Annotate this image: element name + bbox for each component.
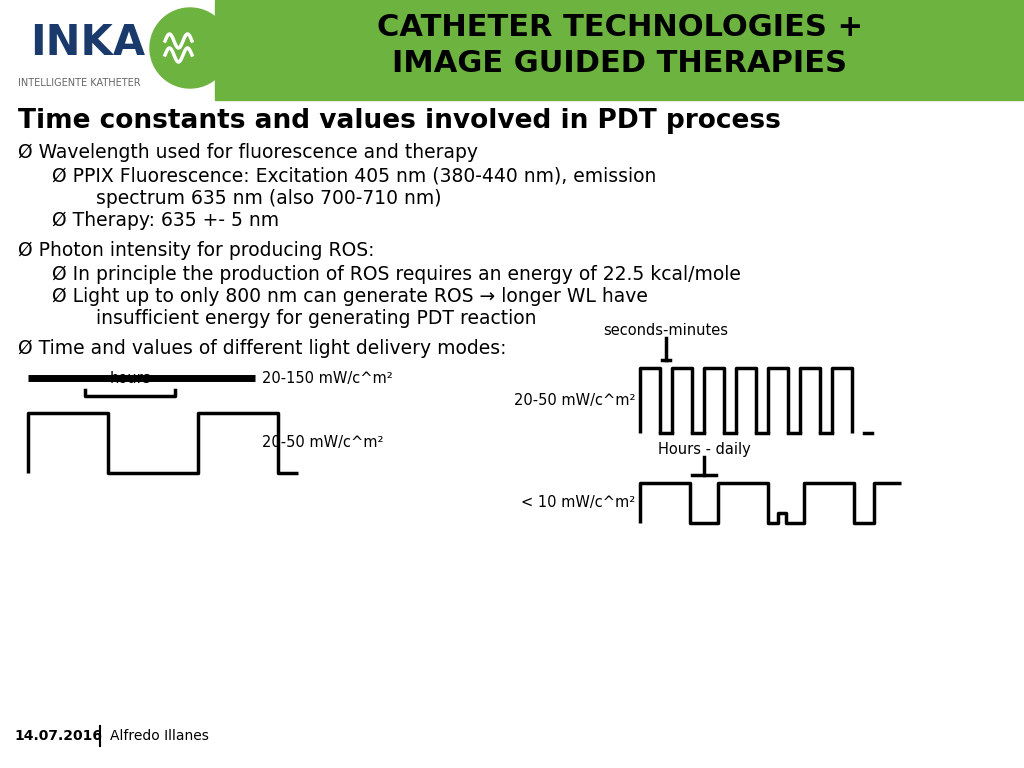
Text: 20-50 mW/c^m²: 20-50 mW/c^m² — [262, 435, 384, 451]
Text: INKA: INKA — [30, 22, 145, 64]
Text: < 10 mW/c^m²: < 10 mW/c^m² — [521, 495, 635, 511]
Text: 14.07.2016: 14.07.2016 — [14, 729, 102, 743]
Text: INTELLIGENTE KATHETER: INTELLIGENTE KATHETER — [18, 78, 140, 88]
Text: spectrum 635 nm (also 700-710 nm): spectrum 635 nm (also 700-710 nm) — [72, 189, 441, 208]
Text: Ø Photon intensity for producing ROS:: Ø Photon intensity for producing ROS: — [18, 241, 375, 260]
Text: Ø Therapy: 635 +- 5 nm: Ø Therapy: 635 +- 5 nm — [52, 211, 280, 230]
Text: 20-150 mW/c^m²: 20-150 mW/c^m² — [262, 370, 393, 386]
Text: Ø Time and values of different light delivery modes:: Ø Time and values of different light del… — [18, 339, 507, 358]
Text: Ø PPIX Fluorescence: Excitation 405 nm (380-440 nm), emission: Ø PPIX Fluorescence: Excitation 405 nm (… — [52, 167, 656, 186]
Text: insufficient energy for generating PDT reaction: insufficient energy for generating PDT r… — [72, 309, 537, 328]
Text: CATHETER TECHNOLOGIES +: CATHETER TECHNOLOGIES + — [377, 14, 863, 42]
Text: Hours - daily: Hours - daily — [657, 442, 751, 457]
Circle shape — [150, 8, 230, 88]
Text: hours: hours — [110, 371, 151, 386]
Text: Time constants and values involved in PDT process: Time constants and values involved in PD… — [18, 108, 781, 134]
Text: Alfredo Illanes: Alfredo Illanes — [110, 729, 209, 743]
Bar — [0, 0, 215, 100]
Text: Ø In principle the production of ROS requires an energy of 22.5 kcal/mole: Ø In principle the production of ROS req… — [52, 265, 741, 284]
Text: Ø Wavelength used for fluorescence and therapy: Ø Wavelength used for fluorescence and t… — [18, 143, 478, 162]
Bar — [215, 0, 1024, 100]
Text: IMAGE GUIDED THERAPIES: IMAGE GUIDED THERAPIES — [392, 48, 848, 78]
Text: Ø Light up to only 800 nm can generate ROS → longer WL have: Ø Light up to only 800 nm can generate R… — [52, 287, 648, 306]
Text: 20-50 mW/c^m²: 20-50 mW/c^m² — [513, 393, 635, 408]
Text: seconds-minutes: seconds-minutes — [603, 323, 728, 338]
